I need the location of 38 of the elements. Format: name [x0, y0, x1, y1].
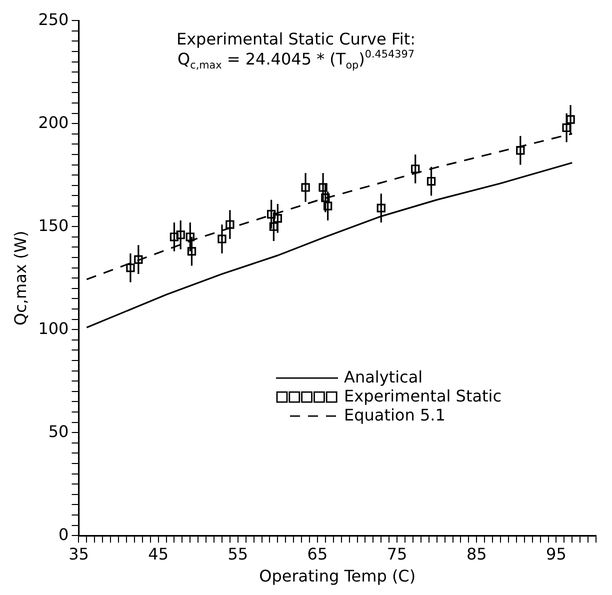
- legend-label: Equation 5.1: [344, 405, 446, 424]
- text: Experimental Static Curve Fit:: [176, 30, 416, 49]
- point: [170, 232, 179, 242]
- point: [318, 183, 328, 192]
- y-tick-label: 200: [38, 112, 69, 132]
- point: [226, 220, 234, 229]
- y-axis-title: Qc,max (W): [10, 230, 30, 326]
- x-tick-label: 55: [228, 544, 248, 564]
- point: [516, 146, 525, 155]
- point: [187, 246, 196, 256]
- legend-label: Analytical: [344, 367, 423, 386]
- point: [321, 193, 330, 202]
- point: [186, 232, 194, 242]
- x-tick-label: 45: [148, 544, 168, 564]
- point: [218, 234, 226, 244]
- point: [301, 183, 310, 192]
- point: [376, 204, 386, 212]
- point: [266, 210, 276, 219]
- point: [134, 255, 143, 264]
- y-tick-label: 250: [38, 10, 69, 29]
- y-tick-label: 150: [38, 216, 69, 235]
- point: [411, 164, 420, 174]
- x-tick-label: 35: [68, 544, 89, 564]
- x-tick-label: 75: [386, 544, 408, 564]
- point: [323, 202, 332, 210]
- point: [176, 230, 185, 240]
- point: [426, 176, 436, 186]
- point: [566, 115, 575, 124]
- point: [126, 263, 135, 272]
- y-tick-label: 50: [48, 422, 69, 441]
- x-tick-label: 65: [307, 544, 328, 564]
- x-tick-label: 95: [546, 544, 566, 564]
- point: [562, 123, 571, 132]
- y-tick-label: 100: [38, 318, 69, 338]
- legend-label: Experimental Static: [344, 386, 502, 406]
- x-axis-title: Operating Temp (C): [259, 566, 416, 586]
- y-tick-label: 0: [58, 524, 69, 544]
- x-tick-label: 85: [466, 544, 487, 564]
